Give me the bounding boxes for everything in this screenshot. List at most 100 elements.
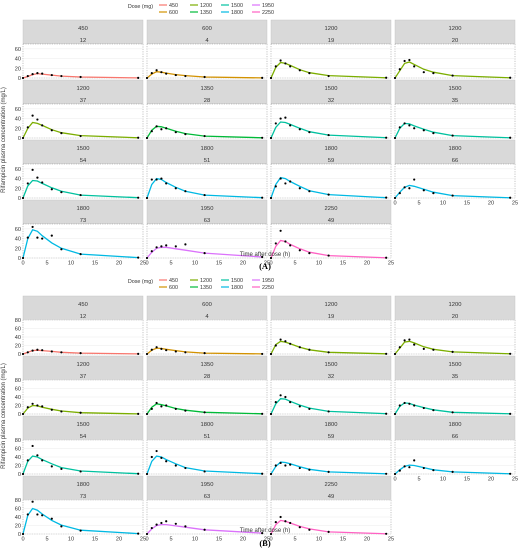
x-tick-label: 0 xyxy=(21,261,24,267)
observed-point xyxy=(308,468,311,471)
a-x-axis-title: Time after dose (h) xyxy=(240,252,290,258)
observed-point xyxy=(36,236,39,239)
y-tick-label: 20 xyxy=(15,126,21,132)
observed-point xyxy=(36,404,39,407)
panel-id-label: 12 xyxy=(80,38,86,44)
panel-strip xyxy=(146,415,268,441)
observed-point xyxy=(50,234,53,237)
panel-plot-area xyxy=(146,223,268,259)
panel-dose-label: 450 xyxy=(78,302,88,308)
y-tick-label: 40 xyxy=(15,117,21,123)
y-tick-label: 80 xyxy=(15,318,21,324)
observed-point xyxy=(284,182,287,185)
b-panel-35: 1500 35 xyxy=(393,355,516,416)
observed-point xyxy=(432,72,435,75)
a-panel-59: 1800 59 xyxy=(269,139,392,200)
observed-point xyxy=(398,192,401,195)
y-tick-label: 0 xyxy=(18,532,21,538)
observed-point xyxy=(274,242,277,245)
observed-point xyxy=(289,463,292,466)
panel-dose-label: 450 xyxy=(78,26,88,32)
panel-strip xyxy=(146,475,268,501)
observed-point xyxy=(385,472,388,475)
x-tick-label: 0 xyxy=(21,537,24,543)
panel-dose-label: 600 xyxy=(202,26,212,32)
model-curve-20 xyxy=(394,340,511,355)
observed-point xyxy=(79,470,82,473)
panel-id-label: 19 xyxy=(328,314,334,320)
observed-point xyxy=(284,520,287,523)
observed-point xyxy=(145,472,149,476)
y-tick-label: 80 xyxy=(15,378,21,384)
observed-point xyxy=(432,409,435,412)
observed-point xyxy=(298,346,301,349)
observed-point xyxy=(36,72,39,75)
observed-point xyxy=(308,190,311,193)
x-tick-label: 15 xyxy=(92,261,98,267)
observed-point xyxy=(393,472,397,476)
observed-point xyxy=(269,472,273,476)
x-tick-label: 25 xyxy=(512,477,518,483)
observed-point xyxy=(408,402,411,405)
observed-point xyxy=(160,245,163,248)
panel-strip xyxy=(270,415,392,441)
observed-point xyxy=(150,72,153,75)
observed-point xyxy=(403,339,406,342)
observed-point xyxy=(509,352,512,355)
observed-point xyxy=(274,344,277,347)
panel-dose-label: 1800 xyxy=(325,146,338,152)
observed-point xyxy=(155,346,158,349)
observed-point xyxy=(31,168,34,171)
panel-dose-label: 1950 xyxy=(201,206,214,212)
observed-point xyxy=(403,186,406,189)
x-tick-label: 25 xyxy=(140,537,146,543)
a-panel-54: 1500 54 0 20 40 60 xyxy=(15,139,144,202)
observed-point xyxy=(398,404,401,407)
observed-point xyxy=(31,114,34,117)
x-tick-label: 10 xyxy=(192,537,198,543)
panel-dose-label: 1800 xyxy=(77,206,90,212)
x-tick-label: 20 xyxy=(364,537,370,543)
b-panel-49: 2250 49 0 5 10 15 20 25 xyxy=(269,475,394,543)
observed-point xyxy=(60,191,63,194)
panel-dose-label: 600 xyxy=(202,302,212,308)
y-tick-label: 20 xyxy=(15,246,21,252)
observed-point xyxy=(203,411,206,414)
panel-id-label: 59 xyxy=(328,158,334,164)
observed-point xyxy=(145,412,149,416)
observed-point xyxy=(298,128,301,131)
observed-point xyxy=(137,472,140,475)
observed-point xyxy=(403,59,406,63)
observed-point xyxy=(308,131,311,134)
panel-id-label: 20 xyxy=(452,38,458,44)
panel-id-label: 49 xyxy=(328,494,334,500)
observed-point xyxy=(289,244,292,247)
y-tick-label: 20 xyxy=(15,66,21,72)
observed-point xyxy=(451,411,454,414)
panel-dose-label: 1200 xyxy=(77,86,90,92)
a-panel-4: 600 4 xyxy=(145,19,268,80)
panel-strip xyxy=(270,79,392,105)
b-panel-12: 450 12 0 20 40 60 80 xyxy=(15,295,144,358)
observed-point xyxy=(150,407,153,410)
observed-point xyxy=(327,410,330,413)
observed-point xyxy=(269,76,273,80)
observed-point xyxy=(413,65,416,68)
observed-point xyxy=(327,470,330,473)
observed-point xyxy=(298,466,301,470)
observed-point xyxy=(26,351,29,354)
observed-point xyxy=(165,72,168,75)
observed-point xyxy=(145,256,149,260)
observed-point xyxy=(422,129,425,132)
y-tick-label: 80 xyxy=(15,498,21,504)
observed-point xyxy=(408,187,411,190)
observed-point xyxy=(41,349,44,352)
observed-point xyxy=(279,59,282,62)
panel-id-label: 19 xyxy=(328,38,334,44)
observed-point xyxy=(274,464,277,467)
y-tick-label: 40 xyxy=(15,335,21,341)
panel-id-label: 49 xyxy=(328,218,334,224)
observed-point xyxy=(31,73,34,76)
observed-point xyxy=(408,124,411,127)
x-tick-label: 10 xyxy=(68,261,74,267)
